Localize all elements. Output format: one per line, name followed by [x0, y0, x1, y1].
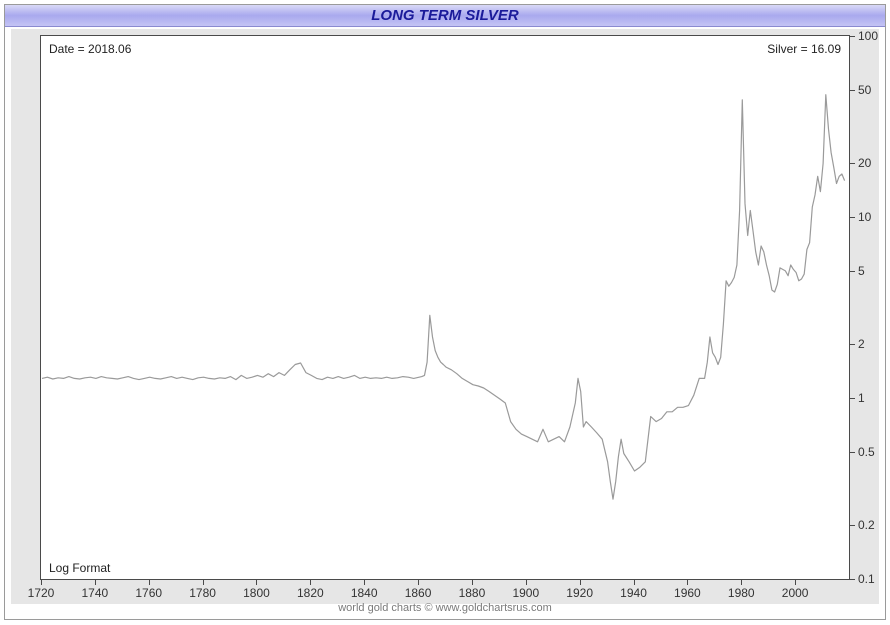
xtick-label: 1980 [728, 586, 755, 600]
xtick-label: 1960 [674, 586, 701, 600]
chart-title: LONG TERM SILVER [371, 7, 519, 24]
xtick-mark [741, 580, 742, 585]
xtick-mark [310, 580, 311, 585]
xtick-label: 1800 [243, 586, 270, 600]
ytick-label: 2 [858, 337, 888, 351]
ytick-label: 100 [858, 29, 888, 43]
xtick-mark [580, 580, 581, 585]
ytick-label: 0.5 [858, 445, 888, 459]
log-format-annotation: Log Format [49, 561, 110, 575]
xtick-mark [687, 580, 688, 585]
ytick-mark [850, 90, 855, 91]
series-line [41, 36, 851, 581]
xtick-label: 1860 [405, 586, 432, 600]
xtick-label: 1880 [459, 586, 486, 600]
xtick-label: 1900 [512, 586, 539, 600]
plot-area: Date = 2018.06 Silver = 16.09 Log Format [40, 35, 850, 580]
xtick-label: 1940 [620, 586, 647, 600]
ytick-label: 10 [858, 210, 888, 224]
date-annotation: Date = 2018.06 [49, 42, 131, 56]
ytick-mark [850, 398, 855, 399]
xtick-mark [795, 580, 796, 585]
xtick-label: 1820 [297, 586, 324, 600]
ytick-label: 0.2 [858, 518, 888, 532]
xtick-label: 2000 [782, 586, 809, 600]
xtick-mark [256, 580, 257, 585]
ytick-label: 1 [858, 391, 888, 405]
chart-frame: LONG TERM SILVER Date = 2018.06 Silver =… [4, 4, 886, 620]
xtick-label: 1720 [28, 586, 55, 600]
ytick-mark [850, 579, 855, 580]
ytick-label: 20 [858, 156, 888, 170]
xtick-label: 1780 [189, 586, 216, 600]
ytick-mark [850, 163, 855, 164]
ytick-label: 5 [858, 264, 888, 278]
xtick-mark [472, 580, 473, 585]
ytick-mark [850, 452, 855, 453]
ytick-mark [850, 271, 855, 272]
ytick-label: 50 [858, 83, 888, 97]
xtick-mark [526, 580, 527, 585]
xtick-mark [418, 580, 419, 585]
silver-annotation: Silver = 16.09 [767, 42, 841, 56]
xtick-mark [364, 580, 365, 585]
xtick-label: 1740 [82, 586, 109, 600]
footer-credit: world gold charts © www.goldchartsrus.co… [5, 602, 885, 617]
ytick-mark [850, 36, 855, 37]
ytick-mark [850, 217, 855, 218]
title-bar: LONG TERM SILVER [5, 5, 885, 27]
ytick-mark [850, 344, 855, 345]
ytick-label: 0.1 [858, 572, 888, 586]
xtick-label: 1840 [351, 586, 378, 600]
xtick-mark [634, 580, 635, 585]
ytick-mark [850, 525, 855, 526]
xtick-mark [95, 580, 96, 585]
xtick-mark [149, 580, 150, 585]
xtick-mark [41, 580, 42, 585]
xtick-mark [203, 580, 204, 585]
xtick-label: 1920 [566, 586, 593, 600]
xtick-label: 1760 [135, 586, 162, 600]
